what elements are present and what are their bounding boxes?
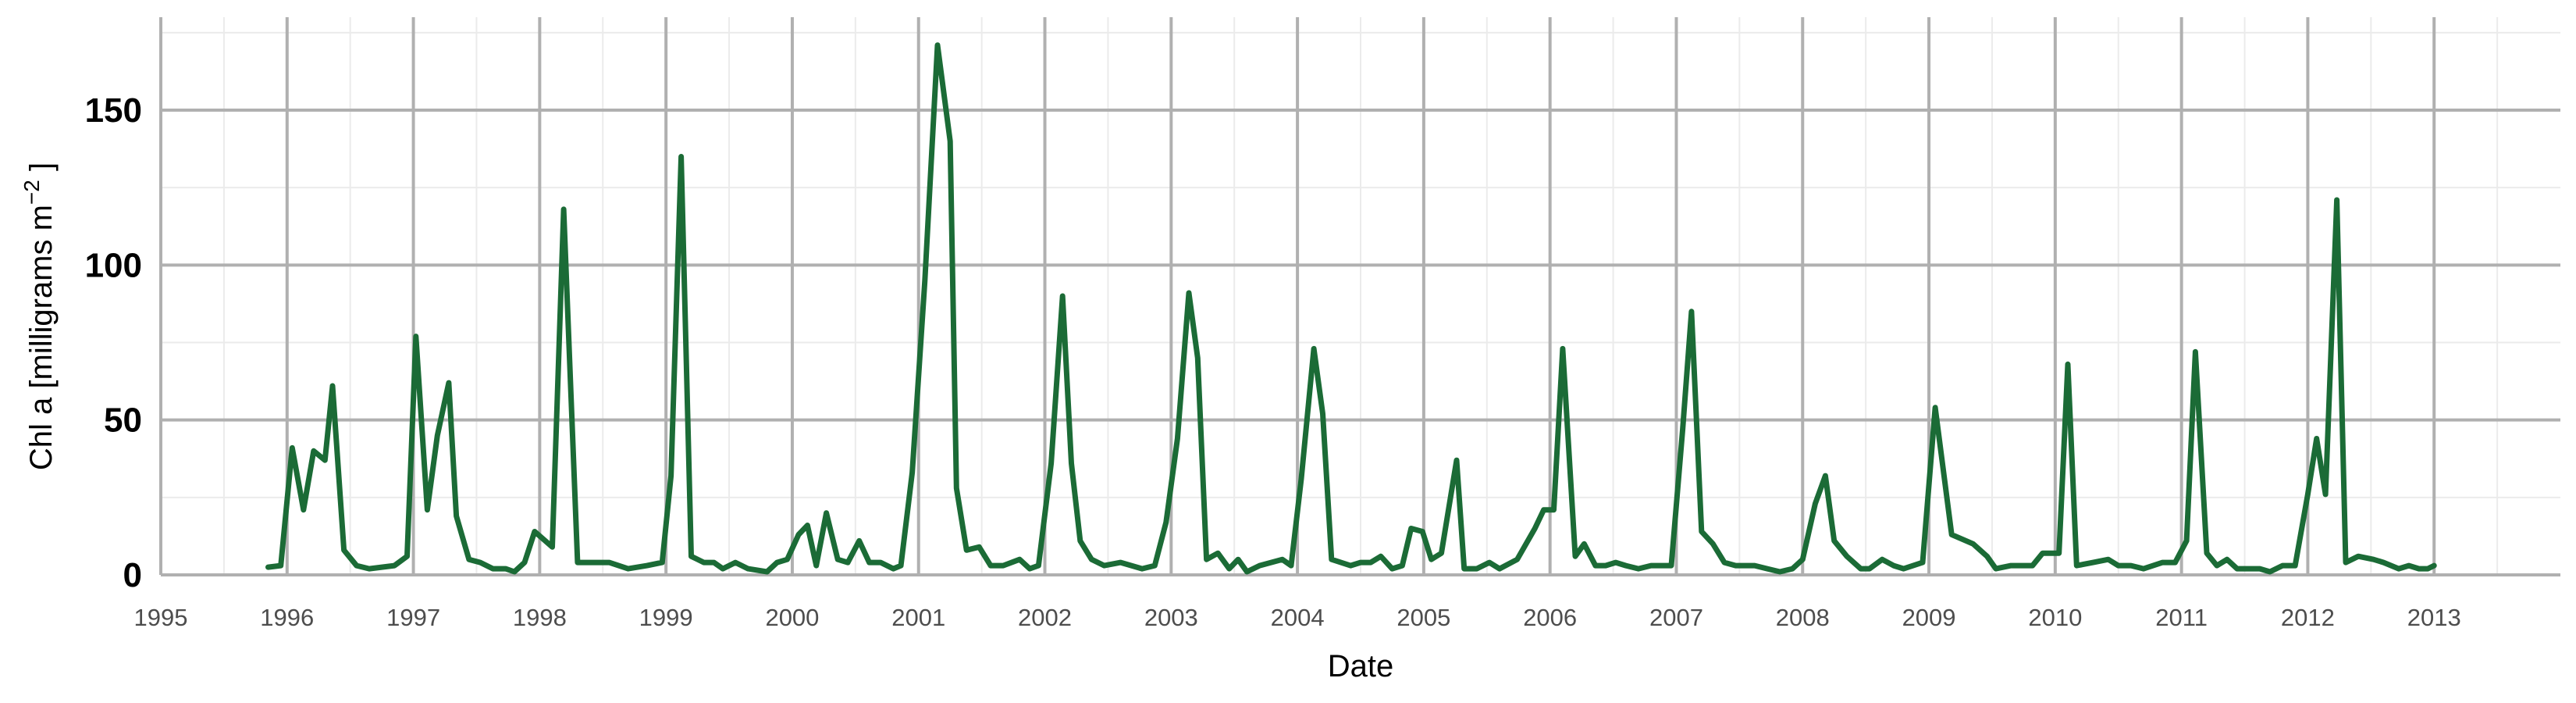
x-tick-label: 1998 xyxy=(513,604,567,631)
x-tick-label: 2013 xyxy=(2407,604,2461,631)
x-tick-label: 2003 xyxy=(1144,604,1198,631)
x-tick-label: 2004 xyxy=(1271,604,1325,631)
minor-grid xyxy=(161,17,2560,575)
x-tick-label: 2006 xyxy=(1523,604,1577,631)
series-layer xyxy=(265,42,2437,575)
x-tick-label: 2010 xyxy=(2028,604,2082,631)
y-axis-title-main: Chl a [milligrams m xyxy=(24,205,59,470)
x-tick-label: 2005 xyxy=(1397,604,1450,631)
y-tick-label: 50 xyxy=(104,401,142,440)
x-tick-label: 1995 xyxy=(134,604,188,631)
y-tick-label: 100 xyxy=(85,246,142,284)
x-tick-label: 2001 xyxy=(891,604,945,631)
x-tick-label: 2007 xyxy=(1649,604,1703,631)
x-tick-label: 2012 xyxy=(2281,604,2335,631)
y-axis-title-end: ] xyxy=(24,162,59,180)
x-axis-title: Date xyxy=(1328,649,1394,683)
x-tick-label: 1999 xyxy=(639,604,693,631)
x-tick-label: 2009 xyxy=(1902,604,1956,631)
y-axis-title: Chl a [milligrams m−2 ] xyxy=(20,162,59,470)
y-tick-label: 0 xyxy=(123,556,142,594)
series-line-0 xyxy=(265,42,2437,575)
x-tick-label: 2000 xyxy=(765,604,819,631)
x-axis-ticks: 1995 1996 1997 1998 1999 2000 2001 2002 2003 2004… xyxy=(134,604,2461,631)
y-axis-ticks: 0 50 100 150 xyxy=(85,91,142,594)
x-tick-label: 1996 xyxy=(260,604,314,631)
x-tick-label: 2002 xyxy=(1018,604,1072,631)
x-tick-label: 2008 xyxy=(1776,604,1830,631)
x-tick-label: 1997 xyxy=(386,604,440,631)
x-tick-label: 2011 xyxy=(2155,604,2208,631)
y-tick-label: 150 xyxy=(85,91,142,130)
y-axis-title-superscript: −2 xyxy=(20,180,44,205)
